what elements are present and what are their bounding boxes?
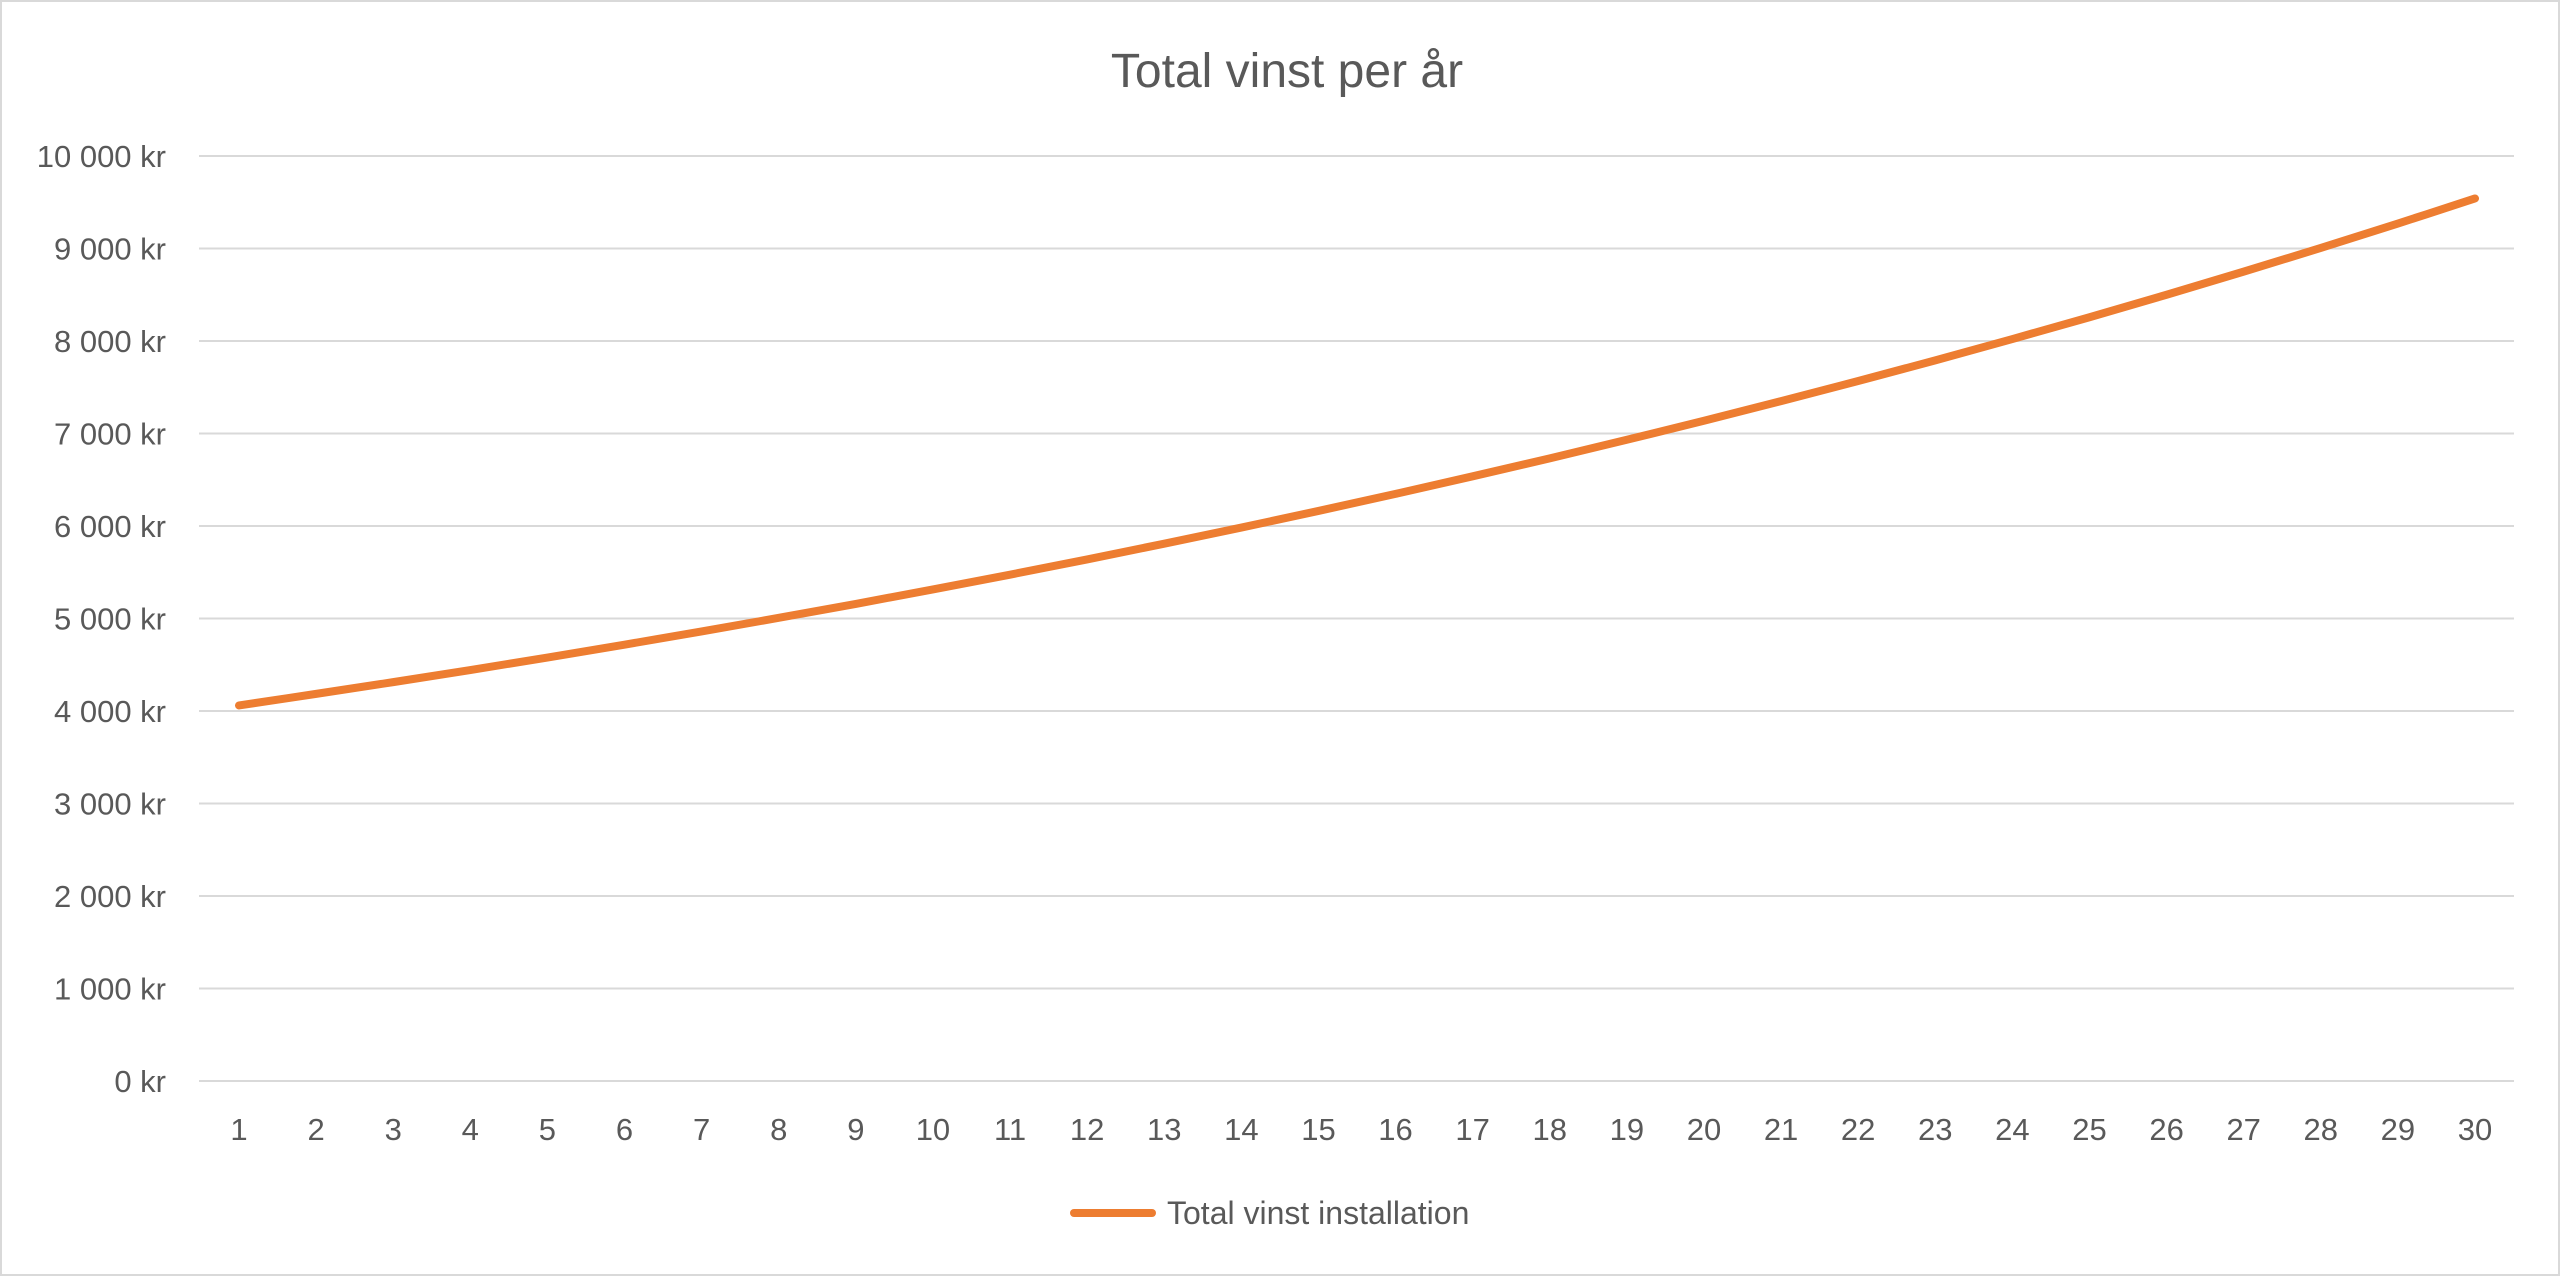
x-tick-label: 22	[1841, 1112, 1875, 1147]
data-point	[315, 692, 318, 695]
data-point	[2396, 222, 2399, 225]
y-tick-label: 8 000 kr	[54, 324, 166, 359]
x-tick-label: 27	[2226, 1112, 2260, 1147]
data-point	[1317, 509, 1320, 512]
data-point	[2165, 293, 2168, 296]
y-tick-label: 7 000 kr	[54, 417, 166, 452]
y-tick-label: 1 000 kr	[54, 972, 166, 1007]
x-tick-label: 15	[1301, 1112, 1335, 1147]
x-tick-label: 23	[1918, 1112, 1952, 1147]
y-tick-label: 0 kr	[114, 1064, 166, 1099]
data-point	[1780, 400, 1783, 403]
data-point	[1086, 558, 1089, 561]
x-tick-label: 9	[847, 1112, 864, 1147]
y-tick-label: 5 000 kr	[54, 602, 166, 637]
data-point	[2319, 246, 2322, 249]
data-point	[1702, 419, 1705, 422]
x-tick-label: 28	[2304, 1112, 2338, 1147]
gridlines	[199, 155, 2514, 1082]
x-tick-label: 21	[1764, 1112, 1798, 1147]
x-tick-label: 30	[2458, 1112, 2492, 1147]
y-tick-label: 6 000 kr	[54, 509, 166, 544]
legend: Total vinst installation	[1070, 1195, 1469, 1231]
x-tick-label: 3	[385, 1112, 402, 1147]
data-point	[623, 643, 626, 646]
x-tick-label: 5	[539, 1112, 556, 1147]
x-tick-label: 24	[1995, 1112, 2029, 1147]
x-tick-label: 18	[1533, 1112, 1567, 1147]
data-point	[238, 704, 240, 707]
data-point	[2011, 338, 2014, 341]
data-point	[777, 616, 780, 619]
data-point	[2242, 270, 2245, 273]
data-point	[1240, 526, 1243, 529]
x-tick-label: 29	[2381, 1112, 2415, 1147]
y-tick-label: 10 000 kr	[37, 139, 166, 174]
y-tick-label: 9 000 kr	[54, 232, 166, 267]
data-point	[2088, 316, 2091, 319]
x-tick-label: 10	[916, 1112, 950, 1147]
series-layer	[235, 194, 2479, 710]
x-tick-label: 4	[462, 1112, 479, 1147]
data-point	[1163, 542, 1166, 545]
chart-title: Total vinst per år	[1111, 45, 1463, 98]
x-tick-label: 13	[1147, 1112, 1181, 1147]
x-tick-label: 2	[307, 1112, 324, 1147]
x-tick-label: 16	[1378, 1112, 1412, 1147]
x-tick-label: 20	[1687, 1112, 1721, 1147]
data-point	[931, 588, 934, 591]
x-tick-label: 6	[616, 1112, 633, 1147]
x-tick-label: 1	[230, 1112, 247, 1147]
x-tick-label: 19	[1610, 1112, 1644, 1147]
data-point	[1857, 380, 1860, 383]
data-point	[1394, 492, 1397, 495]
data-point	[1471, 475, 1474, 478]
series-line	[235, 194, 2479, 710]
data-point	[1009, 573, 1012, 576]
x-tick-label: 11	[994, 1112, 1026, 1147]
x-tick-label: 17	[1455, 1112, 1489, 1147]
data-point	[1625, 438, 1628, 441]
data-point	[1934, 359, 1937, 362]
data-point	[392, 681, 395, 684]
x-tick-label: 26	[2149, 1112, 2183, 1147]
x-tick-label: 12	[1070, 1112, 1104, 1147]
data-point	[2474, 197, 2476, 200]
x-axis-tick-labels: 1 2 3 4 5 6 7 8 9 10 11 12 13 14 15 16 17 18 19 20 21 22 23 24 2…	[230, 1112, 2492, 1147]
x-tick-label: 14	[1224, 1112, 1258, 1147]
y-tick-label: 3 000 kr	[54, 787, 166, 822]
data-point	[854, 602, 857, 605]
x-tick-label: 25	[2072, 1112, 2106, 1147]
legend-label: Total vinst installation	[1167, 1195, 1469, 1231]
data-point	[546, 656, 549, 659]
data-point	[700, 630, 703, 633]
y-tick-label: 4 000 kr	[54, 694, 166, 729]
y-axis-tick-labels: 0 kr 1 000 kr 2 000 kr 3 000 kr 4 000 kr 5 00…	[37, 139, 166, 1099]
data-point	[469, 669, 472, 672]
data-point	[1548, 457, 1551, 460]
x-tick-label: 7	[693, 1112, 710, 1147]
x-tick-label: 8	[770, 1112, 787, 1147]
y-tick-label: 2 000 kr	[54, 879, 166, 914]
